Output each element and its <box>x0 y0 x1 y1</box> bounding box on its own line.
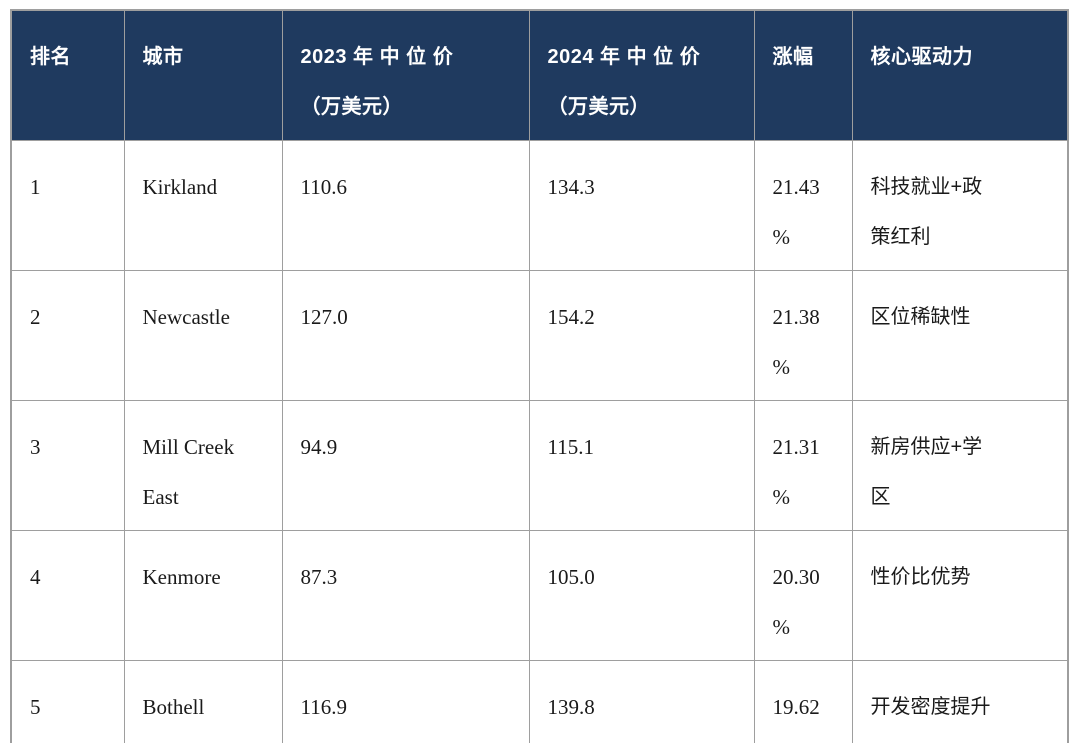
table-row: 2 Newcastle 127.0 154.2 21.38 % 区位稀缺性 <box>10 270 1069 401</box>
cell-price-2023: 127.0 <box>281 270 530 401</box>
cell-driver: 新房供应+学 区 <box>851 400 1069 531</box>
cell-price-2024: 134.3 <box>528 140 755 271</box>
cell-change: 21.31 % <box>753 400 853 531</box>
cell-city: Mill Creek East <box>123 400 283 531</box>
table-header: 排名 城市 2023 年 中 位 价 （万美元） 2024 年 中 位 价 （万… <box>10 9 1069 141</box>
cell-rank: 1 <box>10 140 125 271</box>
cell-price-2023: 116.9 <box>281 660 530 743</box>
header-price-2024: 2024 年 中 位 价 （万美元） <box>528 9 755 141</box>
cell-rank: 5 <box>10 660 125 743</box>
cell-driver: 性价比优势 <box>851 530 1069 661</box>
header-price-2023: 2023 年 中 位 价 （万美元） <box>281 9 530 141</box>
cell-change: 21.38 % <box>753 270 853 401</box>
cell-rank: 3 <box>10 400 125 531</box>
header-rank: 排名 <box>10 9 125 141</box>
cell-city: Newcastle <box>123 270 283 401</box>
cell-city: Bothell East <box>123 660 283 743</box>
table-body: 1 Kirkland 110.6 134.3 21.43 % 科技就业+政 策红… <box>10 140 1069 743</box>
cell-price-2024: 139.8 <box>528 660 755 743</box>
header-city: 城市 <box>123 9 283 141</box>
cell-driver: 开发密度提升 <box>851 660 1069 743</box>
cell-price-2024: 115.1 <box>528 400 755 531</box>
cell-price-2023: 94.9 <box>281 400 530 531</box>
cell-change: 19.62 % <box>753 660 853 743</box>
table-row: 1 Kirkland 110.6 134.3 21.43 % 科技就业+政 策红… <box>10 140 1069 271</box>
cell-city: Kenmore <box>123 530 283 661</box>
cell-change: 21.43 % <box>753 140 853 271</box>
table-row: 4 Kenmore 87.3 105.0 20.30 % 性价比优势 <box>10 530 1069 661</box>
cell-price-2023: 110.6 <box>281 140 530 271</box>
cell-rank: 2 <box>10 270 125 401</box>
table-row: 3 Mill Creek East 94.9 115.1 21.31 % 新房供… <box>10 400 1069 531</box>
cell-city: Kirkland <box>123 140 283 271</box>
header-driver: 核心驱动力 <box>851 9 1069 141</box>
header-row: 排名 城市 2023 年 中 位 价 （万美元） 2024 年 中 位 价 （万… <box>10 9 1069 141</box>
cell-driver: 科技就业+政 策红利 <box>851 140 1069 271</box>
cell-price-2024: 154.2 <box>528 270 755 401</box>
header-change: 涨幅 <box>753 9 853 141</box>
cell-driver: 区位稀缺性 <box>851 270 1069 401</box>
cell-change: 20.30 % <box>753 530 853 661</box>
cell-price-2024: 105.0 <box>528 530 755 661</box>
table-row: 5 Bothell East 116.9 139.8 19.62 % 开发密度提… <box>10 660 1069 743</box>
cell-rank: 4 <box>10 530 125 661</box>
cell-price-2023: 87.3 <box>281 530 530 661</box>
city-price-ranking-table: 排名 城市 2023 年 中 位 价 （万美元） 2024 年 中 位 价 （万… <box>10 9 1069 743</box>
